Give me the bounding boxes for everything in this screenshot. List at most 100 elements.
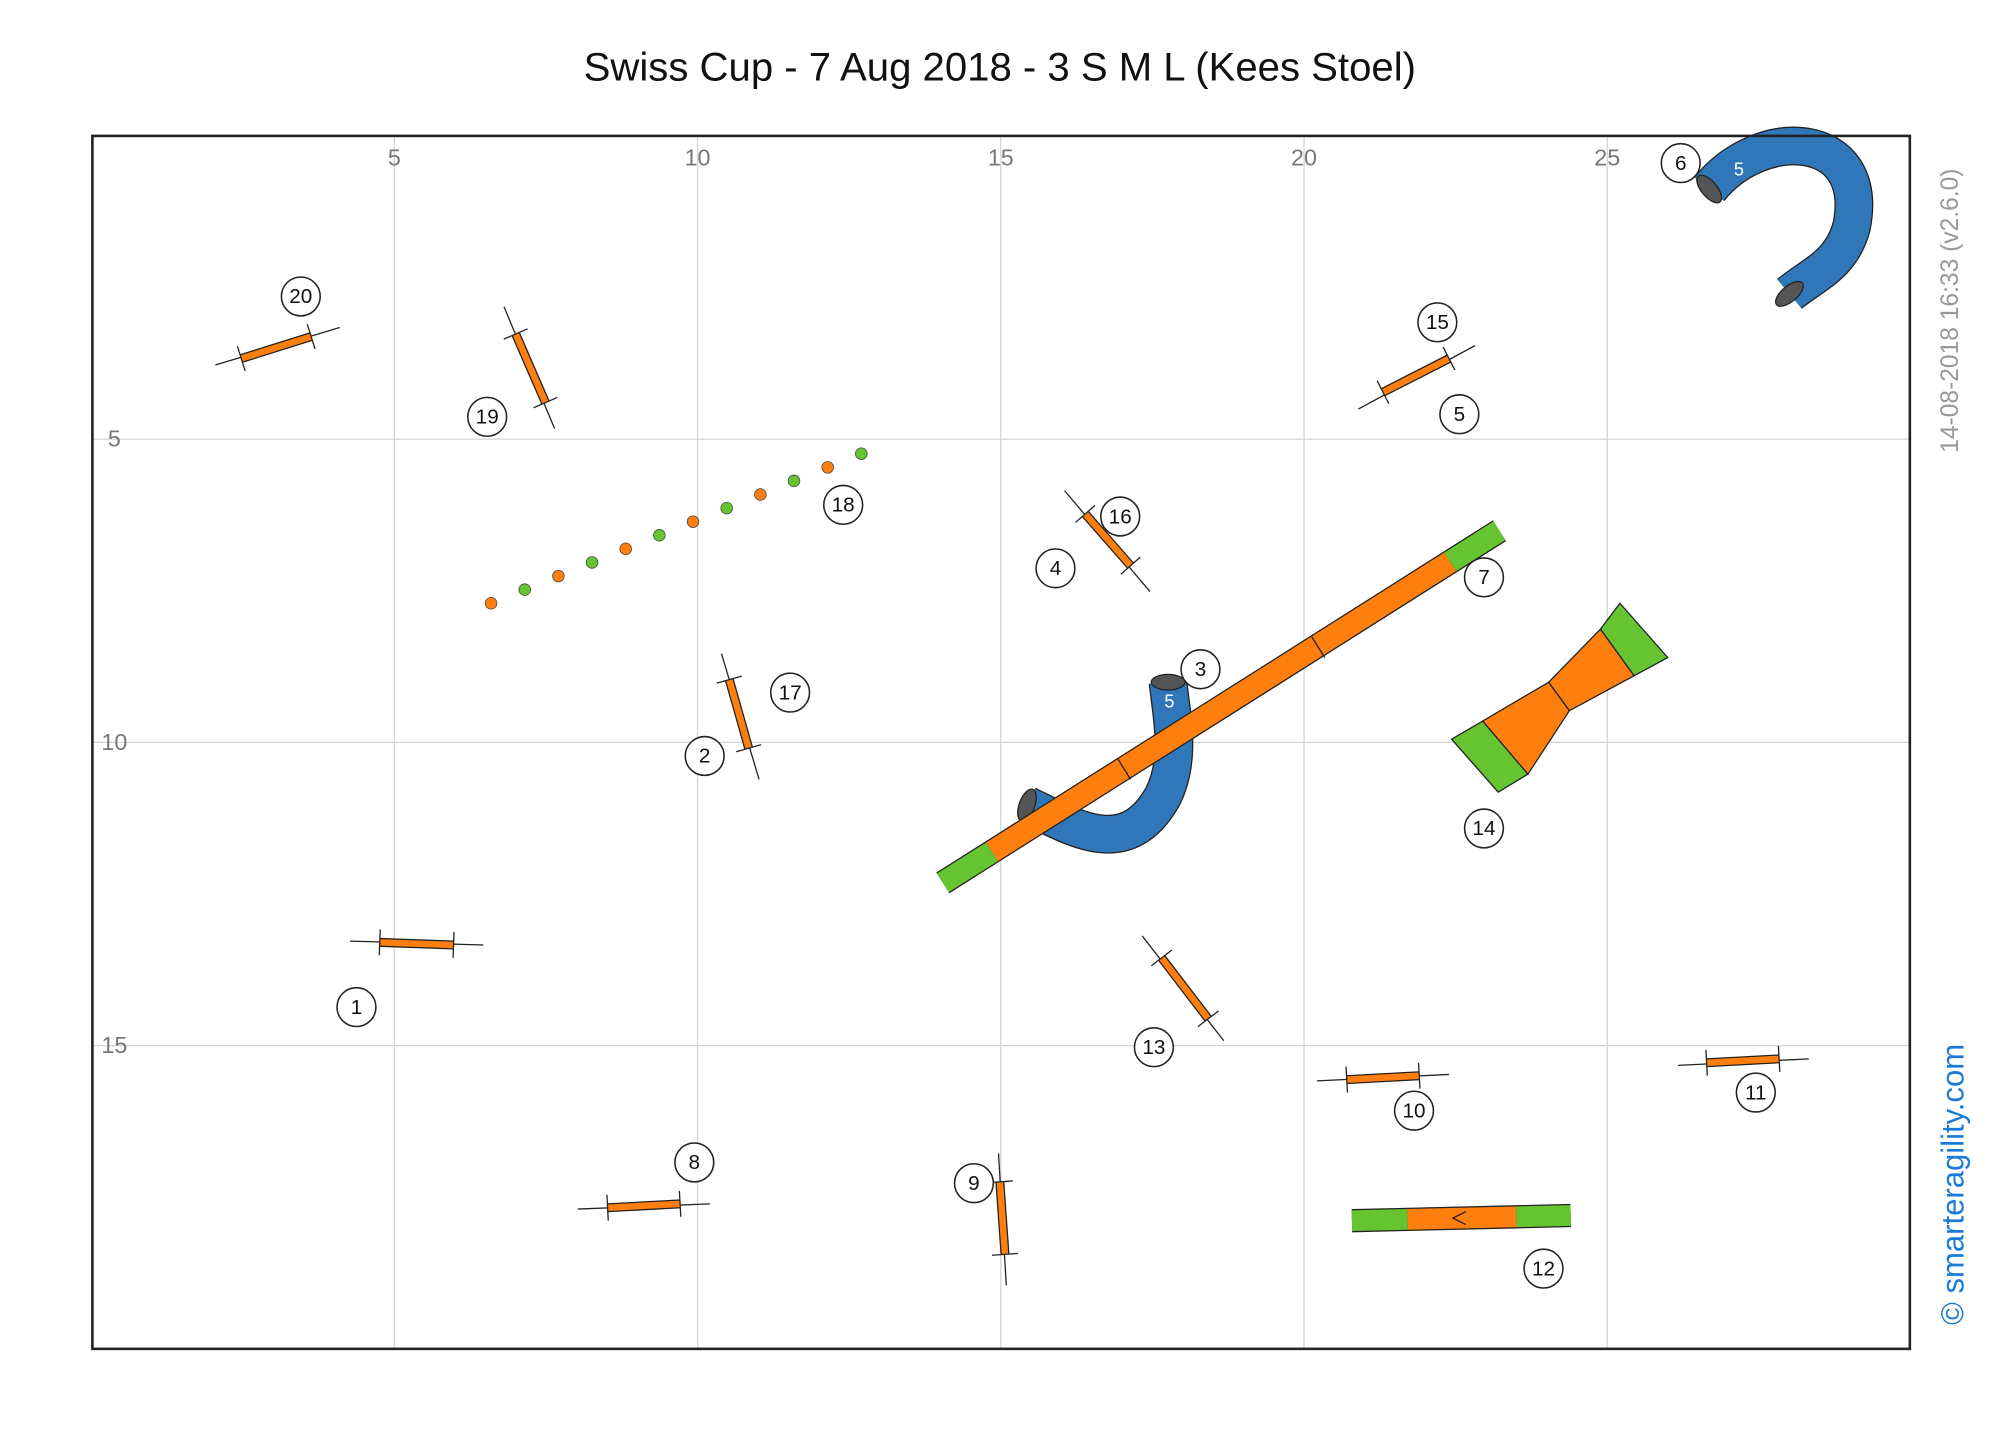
jump-post xyxy=(1777,1045,1781,1072)
jump-bar xyxy=(1706,1055,1780,1067)
obstacle-number: 2 xyxy=(699,745,711,768)
weave-pole xyxy=(653,529,666,542)
obstacle-number: 14 xyxy=(1472,817,1495,840)
plank-joint xyxy=(1117,758,1132,780)
number-circle xyxy=(769,672,811,713)
obstacle-number: 16 xyxy=(1109,505,1132,528)
obstacle-number: 18 xyxy=(832,494,855,517)
plank xyxy=(1516,1205,1571,1228)
number-circle xyxy=(1180,649,1221,690)
tunnel xyxy=(1019,680,1193,853)
jump-post xyxy=(1417,1062,1421,1089)
jump-bar xyxy=(240,333,313,362)
number-circle xyxy=(953,1162,995,1204)
obstacle-number: 8 xyxy=(689,1151,701,1174)
x-tick-label: 20 xyxy=(1291,144,1317,170)
jump-post xyxy=(736,744,762,753)
x-tick-label: 15 xyxy=(988,144,1014,170)
chute-green xyxy=(1599,602,1669,677)
y-tick-label: 15 xyxy=(101,1032,127,1058)
obstacle-number: 17 xyxy=(779,681,802,704)
title: Swiss Cup - 7 Aug 2018 - 3 S M L (Kees S… xyxy=(584,44,1416,89)
obstacle-number: 1 xyxy=(351,996,363,1019)
obstacle-number: 11 xyxy=(1745,1081,1766,1104)
number-circle xyxy=(1417,302,1458,343)
tunnel xyxy=(1695,127,1872,309)
jump-bar xyxy=(1159,955,1211,1021)
x-tick-label: 25 xyxy=(1594,144,1620,170)
jump-post xyxy=(716,675,742,684)
plank xyxy=(1444,521,1506,572)
obstacle-number: 3 xyxy=(1195,658,1207,681)
weave-pole xyxy=(754,488,767,501)
number-circle xyxy=(1393,1090,1435,1131)
jump-post xyxy=(236,346,246,372)
number-circle xyxy=(684,735,725,777)
y-tick-label: 5 xyxy=(108,426,121,452)
tunnel-end xyxy=(1696,174,1723,204)
obstacle-number: 20 xyxy=(289,285,312,308)
weave-pole xyxy=(686,515,700,528)
jump-bar xyxy=(379,939,454,949)
number-circle xyxy=(467,396,508,438)
x-tick-label: 10 xyxy=(685,144,711,170)
weave-pole xyxy=(484,597,498,610)
jump-post xyxy=(606,1194,609,1221)
jump-bar xyxy=(996,1181,1009,1255)
number-circle xyxy=(1523,1248,1564,1289)
number-circle xyxy=(1035,548,1076,589)
number-circle xyxy=(280,276,321,317)
jump-bar xyxy=(607,1200,681,1211)
timestamp: 14-08-2018 16:33 (v2.6.0) xyxy=(1937,169,1964,453)
weave-pole xyxy=(552,569,565,583)
jump-post xyxy=(452,932,455,958)
jump-post xyxy=(533,396,558,409)
weave-pole xyxy=(720,501,733,515)
number-circle xyxy=(674,1142,715,1183)
number-circle xyxy=(1463,557,1505,598)
x-tick-label: 5 xyxy=(388,144,401,170)
field-border xyxy=(91,134,1912,1351)
plank xyxy=(1407,1206,1517,1230)
weave-pole xyxy=(821,461,834,474)
plank xyxy=(1351,1209,1408,1232)
number-circle xyxy=(1439,394,1480,435)
number-circle xyxy=(336,986,377,1028)
obstacle-number: 19 xyxy=(476,406,499,429)
jump-post xyxy=(1345,1066,1349,1093)
tunnel-end xyxy=(1774,280,1804,307)
tunnel-label: 5 xyxy=(1734,160,1744,180)
plank xyxy=(936,842,998,893)
obstacle-number: 13 xyxy=(1142,1036,1165,1059)
weave-pole xyxy=(855,447,868,460)
jump-post xyxy=(992,1252,1018,1256)
number-circle xyxy=(822,484,864,526)
jump-bar xyxy=(512,332,549,404)
jump-post xyxy=(1075,504,1096,523)
jump-post xyxy=(1376,380,1390,405)
plank-joint xyxy=(1311,636,1326,658)
jump-post xyxy=(678,1190,682,1217)
y-tick-label: 10 xyxy=(101,729,127,755)
teeter-arrow xyxy=(1451,1211,1467,1226)
copyright: © smarteragility.com xyxy=(1935,1044,1970,1325)
plank xyxy=(986,552,1457,862)
jump-post xyxy=(306,324,316,350)
weave-pole xyxy=(787,474,801,488)
jump-bar xyxy=(1381,355,1451,396)
obstacle-number: 4 xyxy=(1050,557,1062,580)
number-circle xyxy=(1660,142,1701,184)
number-circle xyxy=(1133,1027,1175,1068)
obstacle-number: 7 xyxy=(1478,566,1490,589)
jump-post xyxy=(378,929,381,956)
obstacle-number: 9 xyxy=(968,1172,980,1195)
weave-pole xyxy=(518,583,531,596)
number-circle xyxy=(1100,496,1141,537)
number-circle xyxy=(1463,808,1505,849)
obstacle-number: 12 xyxy=(1532,1257,1555,1280)
obstacle-number: 6 xyxy=(1675,152,1687,175)
tunnel-label: 5 xyxy=(1164,692,1174,712)
jump-post xyxy=(1150,949,1173,967)
